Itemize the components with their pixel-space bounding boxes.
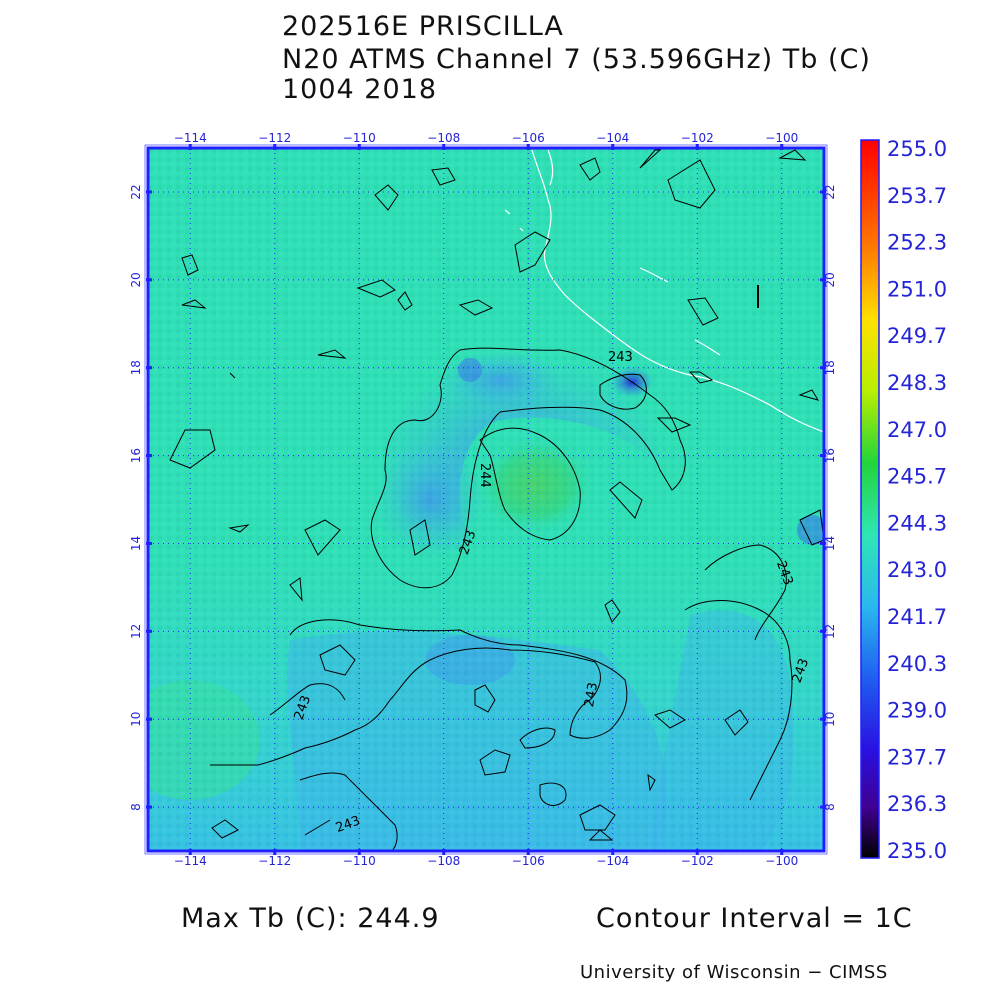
latitude-tick-label-right: 12	[823, 624, 837, 639]
longitude-tick-label-top: −110	[343, 131, 376, 145]
colorbar-tick-label: 255.0	[887, 137, 947, 161]
contour-interval-readout: Contour Interval = 1C	[596, 903, 913, 934]
latitude-tick-label-left: 8	[129, 803, 143, 811]
longitude-tick-label-bottom: −100	[765, 854, 798, 868]
channel-subtitle: N20 ATMS Channel 7 (53.596GHz) Tb (C)	[282, 44, 871, 75]
longitude-tick-label-bottom: −106	[512, 854, 545, 868]
colorbar: 255.0 253.7 252.3 251.0 249.7 248.3 247.0 245.7…	[860, 137, 947, 863]
latitude-tick-label-right: 14	[823, 536, 837, 551]
colorbar-tick-label: 253.7	[887, 184, 947, 208]
map-frame-outer	[144, 144, 828, 855]
longitude-tick-label-top: −104	[596, 131, 629, 145]
longitude-tick-label-bottom: −110	[343, 854, 376, 868]
contour-label: 243	[608, 350, 633, 365]
latitude-tick-label-right: 8	[823, 803, 837, 811]
contour-label: 244	[477, 463, 492, 488]
colorbar-tick-label: 244.3	[887, 511, 947, 535]
latitude-tick-label-right: 18	[823, 360, 837, 375]
contour-lines	[169, 149, 824, 851]
colorbar-tick-label: 243.0	[887, 558, 947, 582]
latitude-tick-label-right: 22	[823, 184, 837, 199]
colorbar-tick-label: 241.7	[887, 605, 947, 629]
longitude-tick-label-bottom: −112	[258, 854, 291, 868]
colorbar-tick-label: 239.0	[887, 699, 947, 723]
longitude-tick-label-top: −108	[427, 131, 460, 145]
longitude-tick-label-top: −102	[681, 131, 714, 145]
latitude-tick-label-left: 20	[129, 272, 143, 287]
axis-tick-labels: −114 −114 −112 −112 −110 −110 −108 −108 −106 −106…	[129, 131, 837, 868]
contour-label: 243	[582, 681, 601, 708]
date-time-label: 1004 2018	[282, 74, 438, 105]
institution-credit: University of Wisconsin − CIMSS	[580, 962, 888, 983]
colorbar-tick-label: 237.7	[887, 745, 947, 769]
colorbar-tick-label: 247.0	[887, 418, 947, 442]
colorbar-tick-label: 235.0	[887, 839, 947, 863]
longitude-tick-label-top: −100	[765, 131, 798, 145]
max-tb-readout: Max Tb (C): 244.9	[181, 903, 440, 934]
latitude-tick-label-right: 20	[823, 272, 837, 287]
latitude-tick-label-left: 16	[129, 448, 143, 463]
latitude-tick-label-left: 14	[129, 536, 143, 551]
colorbar-labels: 255.0 253.7 252.3 251.0 249.7 248.3 247.0 245.7…	[887, 137, 947, 863]
longitude-tick-label-top: −112	[258, 131, 291, 145]
colorbar-tick-label: 251.0	[887, 277, 947, 301]
longitude-tick-label-bottom: −114	[174, 854, 207, 868]
latitude-tick-label-right: 10	[823, 712, 837, 727]
latitude-tick-label-left: 18	[129, 360, 143, 375]
latitude-tick-label-right: 16	[823, 448, 837, 463]
colorbar-tick-label: 252.3	[887, 231, 947, 255]
longitude-tick-label-bottom: −108	[427, 854, 460, 868]
latitude-tick-label-left: 10	[129, 712, 143, 727]
colorbar-tick-label: 236.3	[887, 792, 947, 816]
latitude-tick-label-left: 12	[129, 624, 143, 639]
colorbar-tick-label: 248.3	[887, 371, 947, 395]
longitude-tick-label-bottom: −104	[596, 854, 629, 868]
colorbar-tick-label: 245.7	[887, 465, 947, 489]
colorbar-tick-label: 249.7	[887, 324, 947, 348]
colorbar-tick-label: 240.3	[887, 652, 947, 676]
product-title: 202516E PRISCILLA	[282, 11, 564, 42]
coastline	[504, 149, 824, 433]
tb-field	[148, 148, 824, 851]
contour-label-bg	[606, 349, 632, 363]
longitude-tick-label-bottom: −102	[681, 854, 714, 868]
latitude-tick-label-left: 22	[129, 184, 143, 199]
colorbar-scale	[860, 139, 880, 859]
map-frame	[146, 146, 826, 853]
longitude-tick-label-top: −106	[512, 131, 545, 145]
longitude-tick-label-top: −114	[174, 131, 207, 145]
